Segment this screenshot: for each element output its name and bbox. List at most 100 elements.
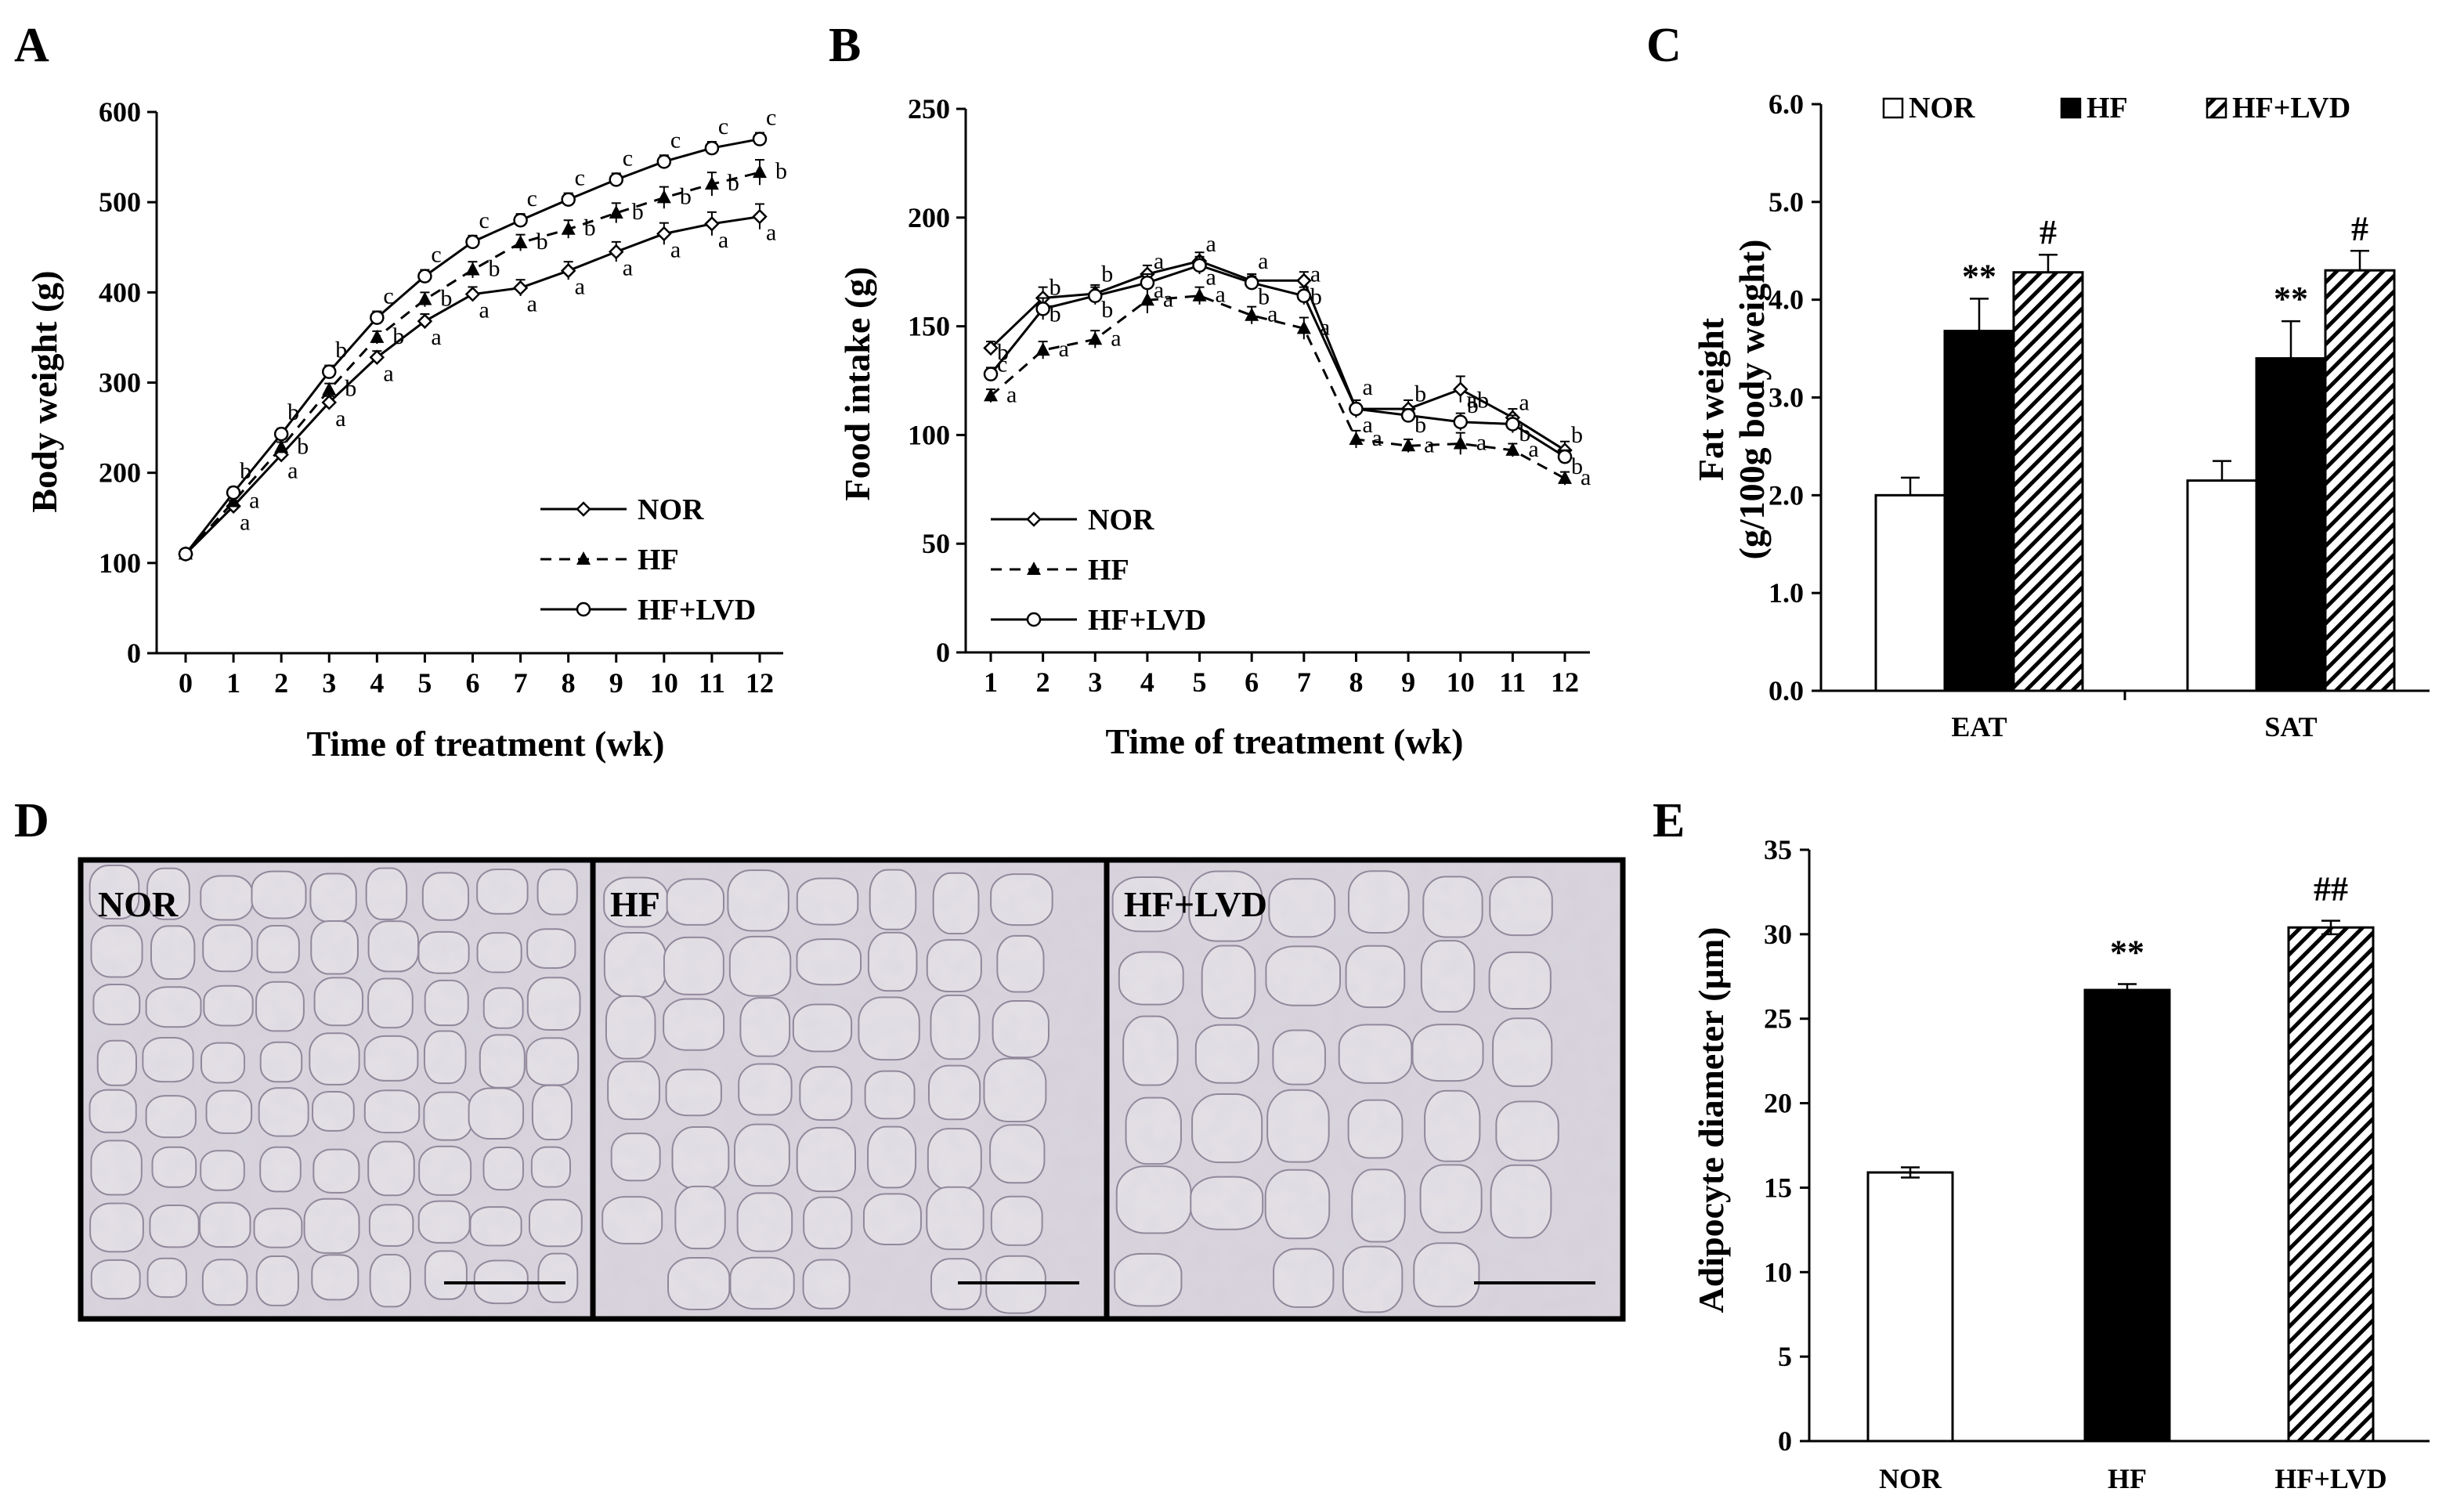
ylabel-c-line1: Fat weight [1691, 317, 1731, 481]
data-point-triangle [370, 329, 385, 343]
data-point-circle [1192, 258, 1207, 273]
x-tick-label: 2 [274, 667, 288, 699]
y-tick-label: 2.0 [1769, 479, 1804, 511]
significance-letter: a [249, 488, 259, 514]
y-tick-label: 0 [127, 638, 141, 669]
data-point-triangle [1192, 287, 1207, 302]
y-tick-label: 4.0 [1769, 284, 1804, 316]
data-point-triangle [1296, 320, 1311, 334]
ylabel-a: Body weight (g) [24, 270, 64, 512]
data-point-triangle [1401, 438, 1416, 452]
significance-letter: b [1519, 421, 1530, 446]
data-point-circle [513, 212, 528, 228]
significance-letter: b [392, 323, 404, 349]
ylabel-b: Food intake (g) [837, 267, 877, 501]
y-tick-label: 0.0 [1769, 675, 1804, 706]
significance-letter: a [479, 298, 490, 323]
panel-label-e: E [1653, 794, 1685, 847]
bar-sat-hf [2255, 357, 2327, 692]
legend-label: NOR [638, 493, 704, 526]
significance-letter: a [1310, 262, 1321, 287]
x-tick-label: 1 [984, 666, 998, 698]
xlabel-b: Time of treatment (wk) [1106, 721, 1464, 761]
series-line-nor [989, 259, 1566, 452]
significance-letter: c [766, 105, 776, 131]
significance-letter: a [718, 227, 728, 253]
x-tick-label: 6 [466, 667, 480, 699]
y-tick-label: 35 [1764, 834, 1792, 865]
series-line-hf-lvd [184, 138, 761, 555]
tissue-texture [81, 860, 1623, 1319]
data-point-circle [1505, 417, 1520, 432]
significance-letter: a [1320, 314, 1330, 340]
micrograph-panel: NOR HF HF+LVD [78, 857, 1626, 1322]
data-point-diamond [1452, 381, 1469, 397]
significance-letter: a [1154, 277, 1164, 303]
significance-letter: b [345, 376, 356, 402]
significance-letter: b [1101, 297, 1113, 323]
significance-letter: b [1050, 274, 1061, 300]
bar-eat-nor [1874, 493, 1946, 692]
data-point-triangle [465, 262, 480, 276]
data-point-circle [1296, 288, 1312, 303]
significance-letter: a [670, 237, 681, 262]
significance-letter: a [1371, 425, 1382, 451]
data-point-circle [561, 192, 576, 207]
data-point-circle [322, 364, 337, 379]
x-tick-label: 7 [514, 667, 528, 699]
data-point-circle [1453, 414, 1468, 429]
data-point-triangle [322, 381, 337, 396]
y-tick-label: 600 [99, 96, 141, 128]
significance-letter: c [623, 145, 633, 171]
y-tick-label: 6.0 [1769, 89, 1804, 120]
significance-letter: b [680, 183, 692, 209]
y-tick-label: 300 [99, 367, 141, 399]
significance-letter: c [479, 208, 490, 233]
x-tick-label: 2 [1036, 666, 1050, 698]
legend-label: HF [2086, 92, 2128, 125]
legend-marker-triangle [1027, 562, 1041, 575]
significance-letter: b [1414, 412, 1426, 438]
x-tick-label: 3 [322, 667, 336, 699]
y-tick-label: 100 [908, 419, 950, 450]
data-point-triangle [1558, 470, 1572, 484]
data-point-triangle [1088, 331, 1103, 345]
data-point-diamond [321, 395, 338, 410]
significance-letter: c [431, 242, 441, 268]
data-point-diamond [704, 216, 720, 232]
x-tick-label: 4 [1140, 666, 1154, 698]
significance-letter: a [1154, 248, 1164, 274]
data-point-triangle [274, 439, 289, 453]
chart-adipocyte-diameter: Adipocyte diameter (µm) 0 5 10 15 20 25 30 35 NO… [1691, 834, 2430, 1494]
significance-letter: a [766, 220, 776, 246]
x-tick-label: 8 [1349, 666, 1363, 698]
y-tick-label: 30 [1764, 919, 1792, 950]
legend-marker-circle [1026, 612, 1042, 627]
significance-letter: a [1519, 390, 1529, 416]
y-tick-label: 25 [1764, 1003, 1792, 1035]
chart-body-weight: Body weight (g) Time of treatment (wk) 0… [24, 96, 787, 764]
data-point-circle [1557, 449, 1573, 464]
legend-marker-circle [576, 601, 591, 617]
micrograph-label: HF+LVD [1124, 884, 1267, 924]
y-tick-label: 0 [1778, 1425, 1792, 1457]
x-tick-label: 9 [1401, 666, 1415, 698]
y-tick-label: 5.0 [1769, 186, 1804, 218]
series-line-hf-lvd [989, 264, 1566, 458]
y-tick-label: 250 [908, 93, 950, 125]
data-point-diamond [752, 208, 768, 225]
data-point-triangle [704, 176, 719, 190]
bar-hf-lvd [2287, 926, 2375, 1443]
data-point-triangle [1245, 307, 1259, 321]
significance-letter: b [728, 170, 739, 196]
y-tick-label: 150 [908, 311, 950, 342]
data-point-circle [1035, 302, 1050, 316]
legend-label: HF [638, 544, 679, 576]
data-point-circle [704, 140, 720, 156]
y-tick-label: 10 [1764, 1256, 1792, 1288]
data-point-triangle [753, 164, 767, 179]
significance-letter: a [1362, 374, 1372, 400]
legend-label: NOR [1909, 92, 1975, 125]
significance-letter: a [1006, 381, 1017, 407]
category-label: HF+LVD [2274, 1463, 2386, 1494]
